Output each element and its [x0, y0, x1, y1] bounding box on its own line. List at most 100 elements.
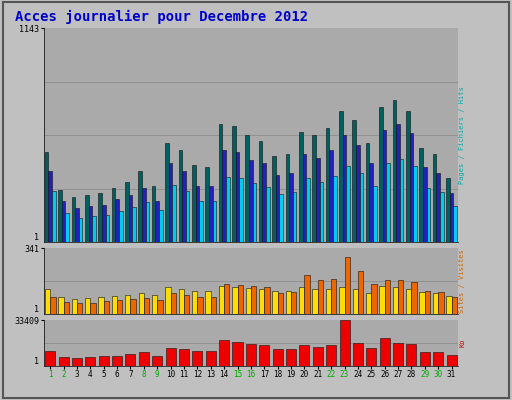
Bar: [293, 192, 296, 242]
Bar: [410, 134, 413, 242]
Bar: [345, 257, 350, 314]
Bar: [358, 272, 363, 314]
Bar: [366, 348, 376, 366]
Bar: [259, 289, 264, 314]
Bar: [379, 107, 383, 242]
Bar: [192, 165, 196, 242]
Bar: [280, 194, 283, 242]
Bar: [406, 111, 410, 242]
Bar: [312, 135, 316, 242]
Text: 1: 1: [34, 357, 39, 366]
Bar: [393, 287, 398, 314]
Bar: [420, 352, 430, 366]
Bar: [452, 296, 457, 314]
Bar: [192, 291, 197, 314]
Bar: [173, 185, 176, 242]
Bar: [379, 338, 390, 366]
Bar: [385, 280, 390, 314]
Bar: [246, 344, 256, 366]
Bar: [370, 163, 373, 242]
Bar: [272, 350, 283, 366]
Bar: [142, 188, 145, 242]
Bar: [45, 289, 50, 314]
Bar: [62, 201, 66, 242]
Bar: [224, 284, 229, 314]
Bar: [306, 178, 310, 242]
Bar: [186, 190, 189, 242]
Bar: [313, 347, 323, 366]
Bar: [58, 357, 69, 366]
Bar: [343, 135, 346, 242]
Bar: [63, 302, 69, 314]
Bar: [426, 188, 430, 242]
Bar: [193, 351, 202, 366]
Bar: [387, 163, 390, 242]
Bar: [326, 289, 331, 314]
Bar: [446, 296, 452, 314]
Text: Ko: Ko: [459, 339, 465, 347]
Bar: [393, 100, 396, 242]
Bar: [112, 296, 117, 314]
Bar: [75, 208, 79, 242]
Bar: [423, 167, 426, 242]
Bar: [170, 293, 176, 314]
Bar: [77, 303, 82, 314]
Bar: [246, 288, 251, 314]
Bar: [438, 292, 443, 314]
Bar: [159, 210, 163, 242]
Bar: [393, 342, 403, 366]
Bar: [353, 342, 363, 366]
Bar: [239, 178, 243, 242]
Bar: [446, 178, 450, 242]
Bar: [440, 192, 443, 242]
Bar: [259, 141, 263, 242]
Bar: [446, 355, 457, 366]
Bar: [276, 174, 280, 242]
Bar: [291, 292, 296, 314]
Bar: [366, 293, 371, 314]
Bar: [209, 186, 212, 242]
Bar: [333, 176, 336, 242]
Bar: [329, 150, 333, 242]
Bar: [112, 188, 115, 242]
Bar: [352, 120, 356, 242]
Bar: [316, 158, 319, 242]
Bar: [232, 342, 243, 366]
Bar: [219, 124, 222, 242]
Bar: [264, 287, 270, 314]
Bar: [72, 298, 77, 314]
Bar: [85, 298, 90, 314]
Bar: [206, 351, 216, 366]
Bar: [222, 150, 226, 242]
Bar: [179, 289, 184, 314]
Bar: [157, 300, 163, 314]
Bar: [58, 296, 63, 314]
Bar: [339, 287, 345, 314]
Bar: [226, 178, 229, 242]
Bar: [79, 218, 82, 242]
Text: 1: 1: [34, 233, 39, 242]
Bar: [259, 345, 269, 366]
Bar: [205, 167, 209, 242]
Bar: [236, 152, 239, 242]
Bar: [152, 186, 156, 242]
Bar: [400, 159, 403, 242]
Bar: [407, 344, 416, 366]
Bar: [263, 163, 266, 242]
Bar: [371, 284, 377, 314]
Bar: [413, 166, 417, 242]
Bar: [156, 201, 159, 242]
Bar: [58, 190, 62, 242]
Bar: [125, 295, 131, 314]
Bar: [419, 148, 423, 242]
Bar: [112, 356, 122, 366]
Bar: [406, 289, 412, 314]
Bar: [72, 358, 82, 366]
Bar: [319, 182, 323, 242]
Bar: [366, 143, 370, 242]
Bar: [179, 150, 182, 242]
Bar: [105, 215, 109, 242]
Bar: [165, 287, 170, 314]
Bar: [353, 289, 358, 314]
Bar: [169, 163, 173, 242]
